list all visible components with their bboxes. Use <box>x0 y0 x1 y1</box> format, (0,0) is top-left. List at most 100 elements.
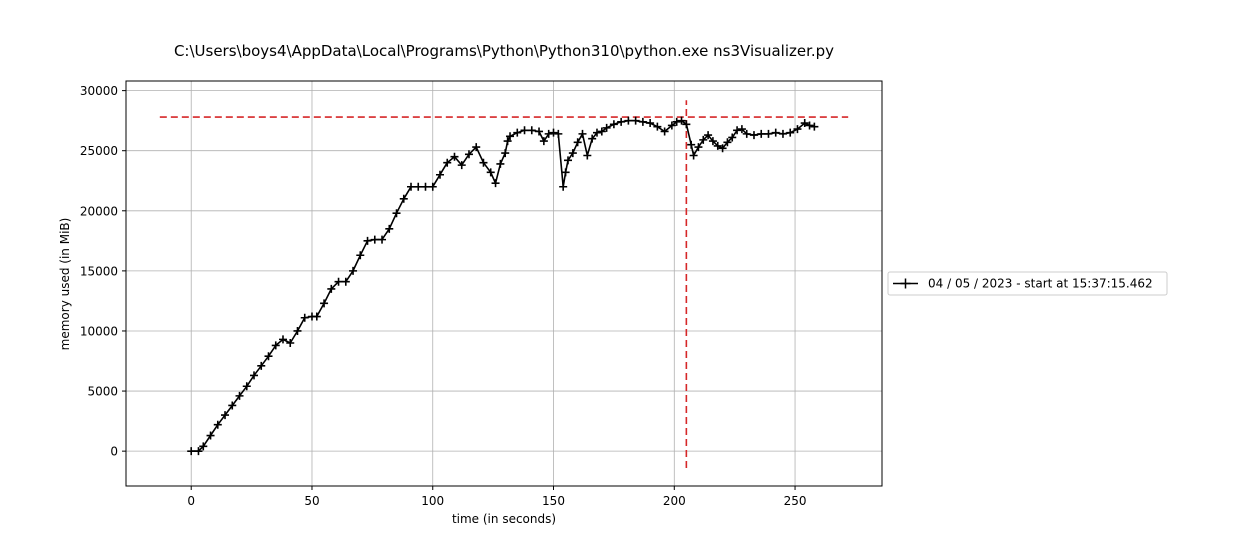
data-point-marker <box>704 131 713 140</box>
y-tick-label: 25000 <box>80 144 118 158</box>
data-point-marker <box>708 137 717 146</box>
data-point-marker <box>293 326 302 335</box>
legend: 04 / 05 / 2023 - start at 15:37:15.462 <box>887 271 1168 296</box>
data-point-marker <box>561 168 570 177</box>
data-point-marker <box>503 137 512 146</box>
data-point-marker <box>677 116 686 125</box>
x-axis-label: time (in seconds) <box>452 512 556 526</box>
data-point-marker <box>778 129 787 138</box>
data-point-marker <box>257 361 266 370</box>
data-point-marker <box>250 371 259 380</box>
data-point-marker <box>286 338 295 347</box>
data-point-marker <box>312 312 321 321</box>
data-point-marker <box>513 128 522 137</box>
grid-lines <box>126 81 882 486</box>
y-tick-label: 15000 <box>80 264 118 278</box>
data-point-marker <box>334 277 343 286</box>
data-point-marker <box>660 127 669 136</box>
data-point-marker <box>805 121 814 130</box>
y-tick-label: 10000 <box>80 324 118 338</box>
data-point-marker <box>728 133 737 142</box>
data-point-marker <box>624 116 633 125</box>
data-point-marker <box>399 194 408 203</box>
data-point-marker <box>221 411 230 420</box>
x-axis: 0 50 100 150 200 250 <box>187 486 807 508</box>
data-point-marker <box>718 144 727 153</box>
data-point-marker <box>264 352 273 361</box>
data-point-marker <box>544 129 553 138</box>
data-point-marker <box>564 156 573 165</box>
data-point-marker <box>187 447 196 456</box>
data-point-marker <box>617 117 626 126</box>
data-point-marker <box>206 431 215 440</box>
data-point-marker <box>786 128 795 137</box>
data-point-marker <box>242 382 251 391</box>
series-layer <box>187 116 819 456</box>
data-point-marker <box>687 140 696 149</box>
data-point-marker <box>194 447 203 456</box>
data-point-marker <box>341 277 350 286</box>
data-point-marker <box>356 251 365 260</box>
data-point-marker <box>378 235 387 244</box>
data-point-marker <box>583 151 592 160</box>
data-point-marker <box>549 128 558 137</box>
data-point-marker <box>457 161 466 170</box>
data-point-marker <box>764 129 773 138</box>
data-point-marker <box>682 120 691 129</box>
data-point-marker <box>672 117 681 126</box>
y-tick-label: 5000 <box>87 385 118 399</box>
data-point-marker <box>573 138 582 147</box>
x-tick-label: 150 <box>542 494 565 508</box>
data-point-marker <box>407 182 416 191</box>
x-tick-label: 50 <box>304 494 319 508</box>
data-point-marker <box>271 341 280 350</box>
chart-title: C:\Users\boys4\AppData\Local\Programs\Py… <box>174 42 834 60</box>
data-point-marker <box>450 152 459 161</box>
data-point-marker <box>749 131 758 140</box>
data-point-marker <box>699 135 708 144</box>
data-point-marker <box>609 120 618 129</box>
legend-entry-label: 04 / 05 / 2023 - start at 15:37:15.462 <box>928 277 1153 291</box>
data-point-marker <box>472 143 481 152</box>
data-point-marker <box>435 170 444 179</box>
data-point-marker <box>300 313 309 322</box>
y-axis-label: memory used (in MiB) <box>58 218 72 351</box>
data-point-marker <box>535 127 544 136</box>
data-point-marker <box>723 138 732 147</box>
data-point-marker <box>810 122 819 131</box>
data-point-marker <box>559 182 568 191</box>
data-point-marker <box>713 141 722 150</box>
data-point-marker <box>554 129 563 138</box>
data-point-marker <box>588 134 597 143</box>
data-point-marker <box>392 209 401 218</box>
data-point-marker <box>568 149 577 158</box>
data-point-marker <box>464 150 473 159</box>
plot-area <box>126 81 882 486</box>
data-point-marker <box>592 128 601 137</box>
data-point-marker <box>742 129 751 138</box>
y-axis: 0 5000 10000 15000 20000 25000 30000 <box>80 84 126 459</box>
data-point-marker <box>597 127 606 136</box>
x-tick-label: 100 <box>421 494 444 508</box>
data-point-marker <box>638 117 647 126</box>
data-point-marker <box>602 123 611 132</box>
data-point-marker <box>501 149 510 158</box>
data-point-marker <box>757 129 766 138</box>
data-point-marker <box>385 224 394 233</box>
data-point-marker <box>694 143 703 152</box>
data-point-marker <box>646 119 655 128</box>
data-point-marker <box>667 121 676 130</box>
data-point-marker <box>363 236 372 245</box>
data-point-marker <box>479 158 488 167</box>
data-point-marker <box>496 159 505 168</box>
data-point-marker <box>653 122 662 131</box>
data-point-marker <box>327 284 336 293</box>
data-point-marker <box>527 126 536 135</box>
reference-lines <box>159 100 849 468</box>
data-point-marker <box>506 132 515 141</box>
data-point-marker <box>320 299 329 308</box>
data-point-marker <box>213 420 222 429</box>
data-point-marker <box>443 158 452 167</box>
legend-box <box>887 271 1168 296</box>
